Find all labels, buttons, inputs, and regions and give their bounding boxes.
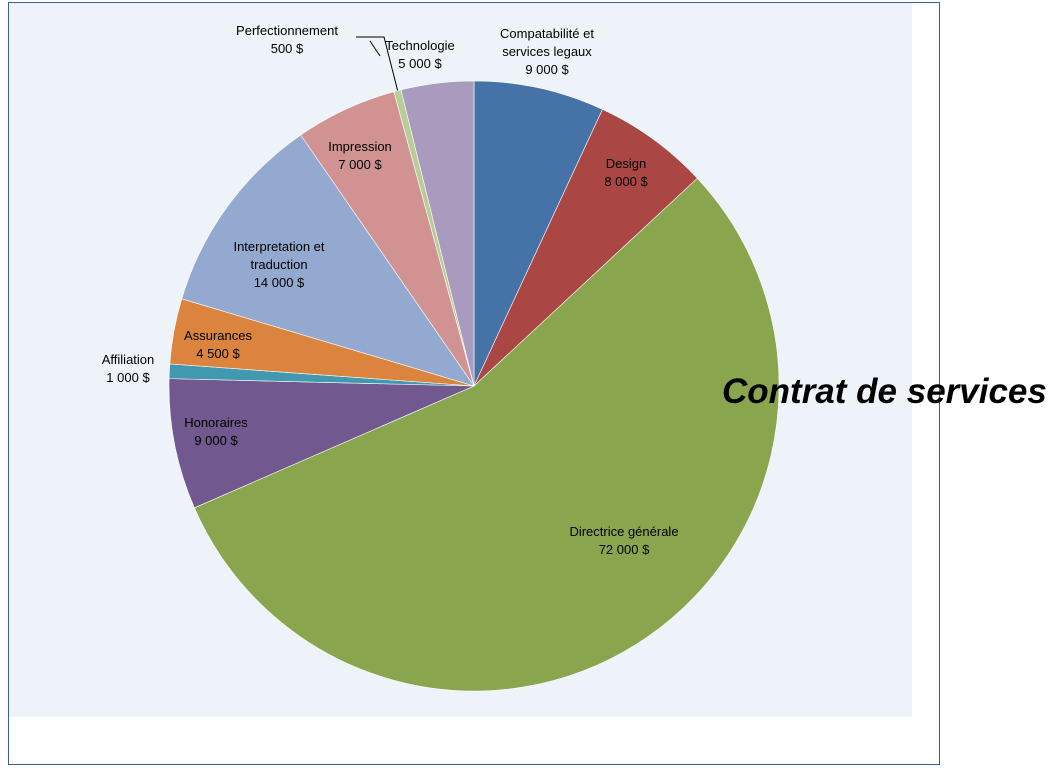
slice-label: Technologie 5 000 $	[385, 37, 454, 73]
value-label: 1 000 $	[106, 370, 150, 385]
category-label: Assurances	[184, 328, 252, 343]
slice-label: Honoraires 9 000 $	[184, 414, 248, 450]
category-label: Affiliation	[101, 352, 155, 367]
category-label: Impression	[328, 139, 392, 154]
value-label: 72 000 $	[598, 542, 650, 557]
chart-title: Contrat de services	[722, 372, 1047, 411]
category-label: Design	[605, 156, 647, 171]
slice-label: Design 8 000 $	[604, 155, 647, 191]
leader-line	[369, 40, 381, 57]
slice-label: Impression 7 000 $	[328, 138, 392, 174]
slice-label: Assurances 4 500 $	[184, 327, 252, 363]
slice-label: Perfectionnement 500 $	[236, 22, 338, 58]
value-label: 9 000 $	[194, 433, 238, 448]
leader-line	[356, 36, 399, 93]
category-label: Honoraires	[184, 415, 248, 430]
slice-label: Compatabilité et services legaux 9 000 $	[477, 25, 617, 79]
category-label: Interpretation et traduction	[233, 239, 325, 272]
slice-label: Affiliation 1 000 $	[102, 351, 155, 387]
value-label: 500 $	[270, 41, 304, 56]
category-label: Technologie	[385, 38, 455, 53]
value-label: 7 000 $	[338, 157, 382, 172]
category-label: Directrice générale	[569, 524, 679, 539]
pie-slice	[473, 80, 603, 387]
category-label: Compatabilité et services legaux	[500, 26, 594, 59]
value-label: 5 000 $	[398, 56, 442, 71]
value-label: 9 000 $	[525, 62, 569, 77]
pie-slice	[168, 378, 475, 509]
value-label: 14 000 $	[253, 275, 305, 290]
chart-frame	[8, 2, 940, 765]
pie-slice	[473, 109, 698, 387]
value-label: 4 500 $	[196, 346, 240, 361]
slice-label: Interpretation et traduction 14 000 $	[212, 238, 347, 292]
pie-slice	[181, 134, 475, 387]
pie-slice	[193, 177, 780, 692]
value-label: 8 000 $	[604, 174, 648, 189]
pie-slice	[400, 80, 475, 387]
category-label: Perfectionnement	[236, 23, 338, 38]
slice-label: Directrice générale 72 000 $	[569, 523, 678, 559]
